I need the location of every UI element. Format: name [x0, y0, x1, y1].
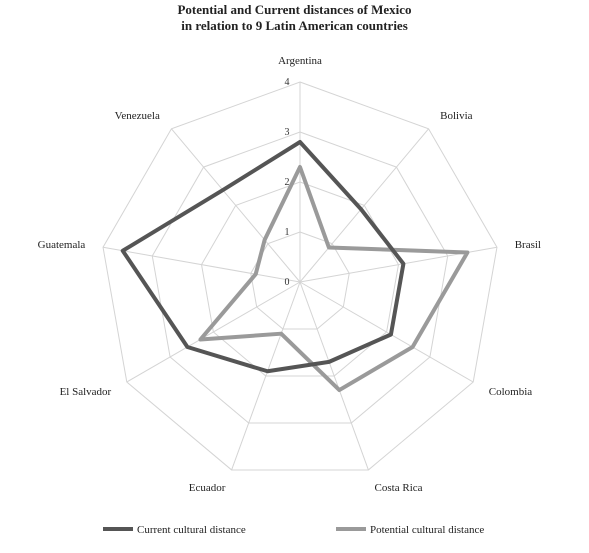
grid-ring-3: [151, 131, 449, 424]
tick-label: 1: [285, 227, 290, 238]
spoke-7: [102, 246, 301, 283]
grid-ring-4: [102, 81, 498, 471]
spoke-5: [231, 281, 301, 471]
tick-label: 4: [285, 77, 290, 88]
category-label: Argentina: [278, 55, 322, 67]
radial-ticks: 0 1 2 3 4: [285, 77, 290, 288]
tick-label: 0: [285, 277, 290, 288]
spoke-6: [126, 281, 301, 383]
series-line-0: [120, 140, 406, 374]
legend-label-1: Potential cultural distance: [370, 524, 484, 536]
radar-grid: [102, 81, 498, 471]
tick-label: 2: [285, 177, 290, 188]
radar-series: [120, 140, 470, 393]
spoke-8: [171, 128, 301, 283]
category-label: Ecuador: [189, 482, 226, 494]
category-label: Costa Rica: [375, 482, 423, 494]
category-label: Brasil: [515, 239, 541, 251]
chart-title-line-1: Potential and Current distances of Mexic…: [177, 2, 411, 17]
spoke-4: [299, 281, 369, 471]
category-labels: Argentina Bolivia Brasil Colombia Costa Rica…: [38, 55, 541, 494]
spoke-3: [299, 281, 474, 383]
spoke-1: [299, 128, 429, 283]
legend-label-0: Current cultural distance: [137, 524, 246, 536]
category-label: El Salvador: [60, 386, 112, 398]
tick-label: 3: [285, 127, 290, 138]
category-label: Guatemala: [38, 239, 86, 251]
category-label: Venezuela: [115, 110, 160, 122]
chart-title-line-2: in relation to 9 Latin American countrie…: [181, 18, 408, 33]
legend: Current cultural distance Potential cultu…: [103, 524, 484, 536]
category-label: Colombia: [489, 386, 533, 398]
series-line-1: [198, 165, 470, 393]
category-label: Bolivia: [440, 110, 473, 122]
